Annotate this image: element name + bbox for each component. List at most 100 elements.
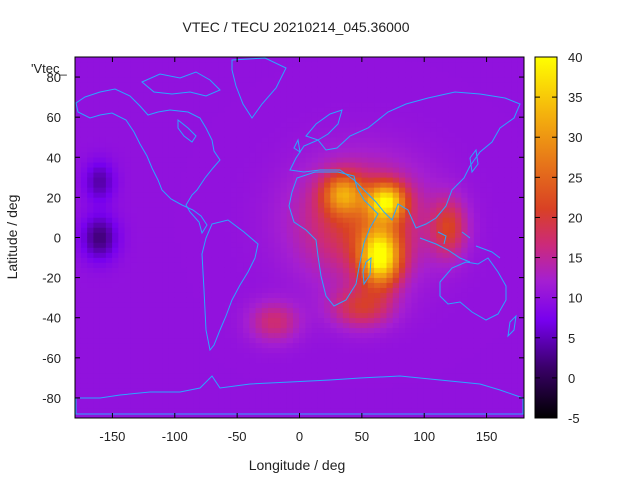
heatmap-cell <box>224 247 232 253</box>
heatmap-cell <box>75 277 82 283</box>
heatmap-cell <box>498 407 506 414</box>
heatmap-cell <box>230 232 238 238</box>
heatmap-cell <box>105 352 113 359</box>
heatmap-cell <box>467 317 475 324</box>
heatmap-cell <box>342 252 350 258</box>
heatmap-cell <box>392 407 400 414</box>
heatmap-cell <box>118 367 126 374</box>
heatmap-cell <box>330 177 338 183</box>
heatmap-cell <box>112 172 119 178</box>
heatmap-cell <box>162 252 169 258</box>
heatmap-cell <box>317 402 325 409</box>
heatmap-cell <box>180 76 188 83</box>
heatmap-cell <box>261 101 269 108</box>
heatmap-cell <box>380 156 388 163</box>
heatmap-cell <box>218 317 225 324</box>
heatmap-cell <box>380 106 388 113</box>
heatmap-cell <box>442 322 450 329</box>
heatmap-cell <box>486 187 494 193</box>
heatmap-cell <box>280 347 288 354</box>
heatmap-cell <box>423 57 431 63</box>
heatmap-cell <box>268 136 275 143</box>
heatmap-cell <box>367 302 375 308</box>
heatmap-cell <box>374 382 381 389</box>
heatmap-cell <box>105 277 113 283</box>
heatmap-cell <box>392 227 400 233</box>
heatmap-cell <box>143 262 151 268</box>
heatmap-cell <box>130 217 138 223</box>
heatmap-cell <box>292 312 300 319</box>
heatmap-cell <box>137 57 144 63</box>
heatmap-cell <box>186 337 194 344</box>
heatmap-cell <box>355 252 363 258</box>
heatmap-cell <box>423 242 431 248</box>
heatmap-cell <box>386 402 394 409</box>
heatmap-cell <box>430 207 437 213</box>
heatmap-cell <box>80 387 88 394</box>
heatmap-cell <box>467 262 475 268</box>
heatmap-cell <box>299 156 307 163</box>
heatmap-cell <box>342 332 350 339</box>
heatmap-cell <box>342 397 350 404</box>
heatmap-cell <box>386 101 394 108</box>
heatmap-cell <box>193 392 201 399</box>
heatmap-cell <box>118 207 126 213</box>
heatmap-cell <box>355 392 363 399</box>
heatmap-cell <box>261 156 269 163</box>
heatmap-cell <box>423 146 431 153</box>
heatmap-cell <box>186 397 194 404</box>
heatmap-cell <box>311 101 319 108</box>
heatmap-cell <box>405 96 413 103</box>
heatmap-cell <box>112 187 119 193</box>
heatmap-cell <box>199 121 207 128</box>
heatmap-cell <box>205 111 213 118</box>
heatmap-cell <box>268 267 275 273</box>
heatmap-cell <box>174 412 182 418</box>
heatmap-cell <box>236 182 244 188</box>
heatmap-cell <box>374 272 381 278</box>
heatmap-cell <box>405 212 413 218</box>
heatmap-cell <box>317 212 325 218</box>
heatmap-cell <box>80 146 88 153</box>
heatmap-cell <box>311 91 319 98</box>
heatmap-cell <box>99 282 107 288</box>
heatmap-cell <box>299 292 307 298</box>
heatmap-cell <box>137 96 144 103</box>
heatmap-cell <box>268 297 275 303</box>
heatmap-cell <box>311 382 319 389</box>
heatmap-cell <box>467 66 475 73</box>
heatmap-cell <box>436 136 444 143</box>
heatmap-cell <box>93 136 101 143</box>
heatmap-cell <box>230 377 238 384</box>
heatmap-cell <box>118 337 126 344</box>
heatmap-cell <box>423 312 431 319</box>
heatmap-cell <box>411 372 419 379</box>
heatmap-cell <box>130 372 138 379</box>
heatmap-cell <box>149 357 157 364</box>
heatmap-cell <box>274 342 282 349</box>
heatmap-cell <box>180 202 188 208</box>
heatmap-cell <box>473 66 481 73</box>
heatmap-cell <box>480 101 487 108</box>
heatmap-cell <box>367 111 375 118</box>
heatmap-cell <box>330 116 338 123</box>
heatmap-cell <box>467 287 475 293</box>
heatmap-cell <box>448 86 456 93</box>
heatmap-cell <box>405 91 413 98</box>
heatmap-cell <box>442 252 450 258</box>
heatmap-cell <box>392 297 400 303</box>
heatmap-cell <box>473 81 481 88</box>
heatmap-cell <box>137 387 144 394</box>
heatmap-cell <box>436 91 444 98</box>
heatmap-cell <box>361 362 369 369</box>
heatmap-cell <box>467 131 475 138</box>
heatmap-cell <box>274 382 282 389</box>
heatmap-cell <box>255 76 263 83</box>
heatmap-cell <box>330 322 338 329</box>
heatmap-cell <box>105 111 113 118</box>
heatmap-cell <box>93 352 101 359</box>
heatmap-cell <box>274 96 282 103</box>
heatmap-cell <box>504 337 512 344</box>
heatmap-cell <box>324 282 331 288</box>
heatmap-cell <box>243 161 250 168</box>
